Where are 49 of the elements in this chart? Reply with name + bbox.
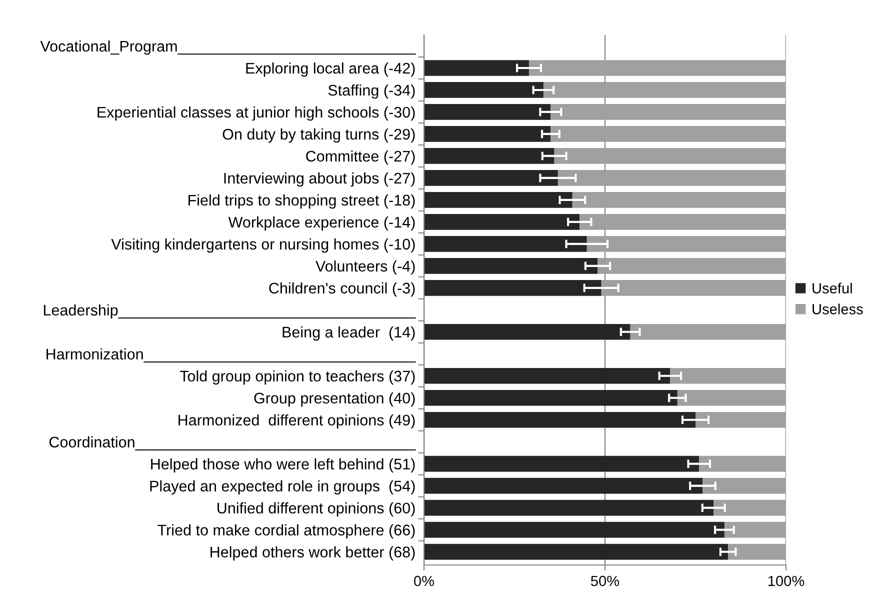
x-tick-label: 0% <box>414 576 434 586</box>
y-tick-label: Being a leader (14) <box>282 326 415 341</box>
bar <box>424 170 558 186</box>
y-tick-label: Helped those who were left behind (51) <box>151 458 415 473</box>
bar <box>424 544 728 560</box>
bar <box>424 280 602 296</box>
y-tick-label: Volunteers (-4) <box>316 260 415 275</box>
y-tick-label: Visiting kindergartens or nursing homes (-10) <box>111 238 415 253</box>
y-tick-label: Group presentation (40) <box>254 392 415 407</box>
bar <box>424 82 544 98</box>
y-tick-label: Exploring local area (-42) <box>246 62 415 77</box>
y-tick-label: Interviewing about jobs (-27) <box>224 172 415 187</box>
y-tick-label: On duty by taking turns (-29) <box>222 128 415 143</box>
bar <box>424 60 529 76</box>
bar <box>424 412 696 428</box>
legend-label: Useful <box>812 282 852 294</box>
y-tick-label: Vocational_Program____________________________ <box>40 40 416 55</box>
x-tick-label: 50% <box>590 576 620 586</box>
y-tick-label: Leadership___________________________________ <box>44 304 416 319</box>
bar <box>424 148 554 164</box>
y-tick-label: Workplace experience (-14) <box>228 216 415 231</box>
bar <box>424 522 724 538</box>
y-tick-label: Tried to make cordial atmosphere (66) <box>158 524 415 539</box>
y-tick-label: Played an expected role in groups (54) <box>150 480 415 495</box>
y-tick-label: Children's council (-3) <box>269 282 415 297</box>
bar <box>424 126 551 142</box>
y-tick-label: Field trips to shopping street (-18) <box>188 194 415 209</box>
y-tick-label: Helped others work better (68) <box>210 546 415 561</box>
y-tick-label: Harmonized different opinions (49) <box>178 414 415 429</box>
bar <box>424 390 678 406</box>
x-tick-label: 100% <box>768 576 804 586</box>
y-tick-label: Unified different opinions (60) <box>218 502 415 517</box>
bar <box>424 236 587 252</box>
bar <box>424 368 670 384</box>
y-tick-label: Coordination_________________________________ <box>49 436 416 450</box>
bar <box>424 324 630 340</box>
bar <box>424 500 714 516</box>
y-tick-label: Told group opinion to teachers (37) <box>180 370 415 385</box>
bar <box>424 456 700 472</box>
bar <box>424 258 598 274</box>
y-tick-label: Staffing (-34) <box>328 84 415 99</box>
bar <box>424 478 703 494</box>
bar <box>424 104 551 120</box>
y-tick-label: Experiential classes at junior high schools (-30) <box>98 106 415 121</box>
y-tick-label: Committee (-27) <box>306 150 415 165</box>
y-tick-label: Harmonization________________________________ <box>46 348 416 362</box>
legend-label: Useless <box>812 304 863 314</box>
bar <box>424 214 580 230</box>
bar <box>424 192 572 208</box>
